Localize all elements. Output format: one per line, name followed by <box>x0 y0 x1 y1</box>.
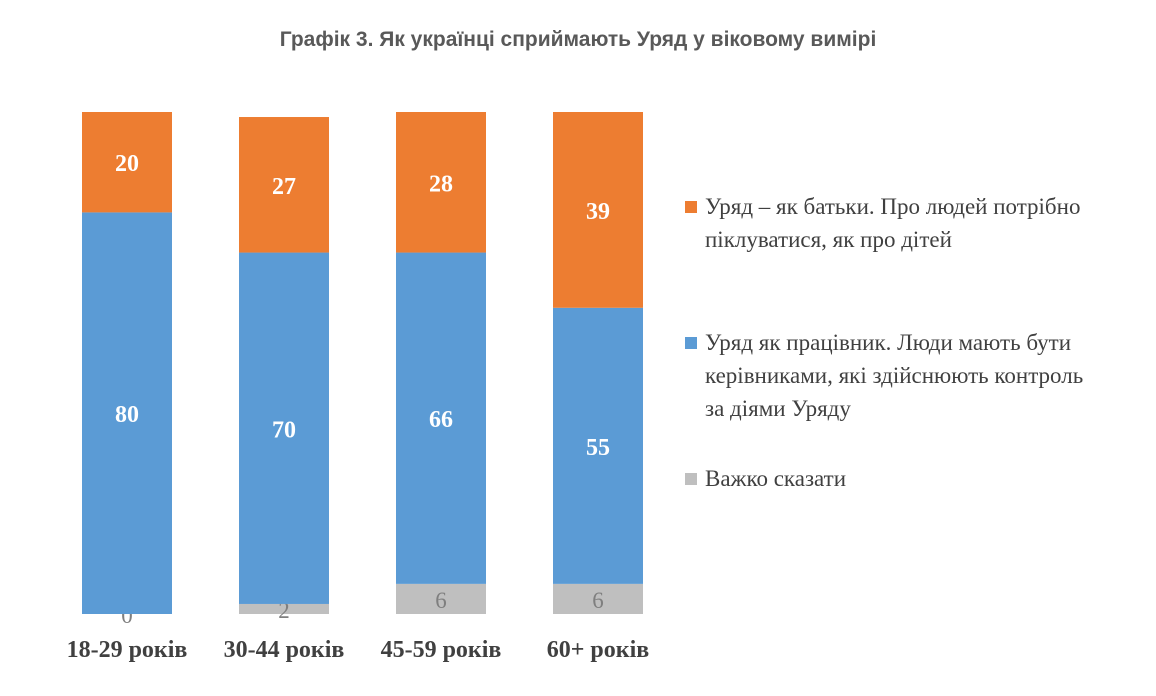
data-label-hard-to-say: 0 <box>121 603 133 628</box>
legend-label-worker: Уряд як працівник. Люди мають бути керів… <box>705 330 1084 421</box>
bar-segment-parents <box>553 112 643 308</box>
legend-swatch-parents <box>685 201 697 213</box>
data-label-hard-to-say: 2 <box>278 598 290 623</box>
data-label-parents: 27 <box>272 174 296 200</box>
data-label-hard-to-say: 6 <box>592 588 604 613</box>
data-label-parents: 39 <box>586 199 610 225</box>
bar-segment-worker <box>553 307 643 584</box>
chart-title: Графік 3. Як українці сприймають Уряд у … <box>279 28 877 51</box>
legend-label-parents: Уряд – як батьки. Про людей потрібно пік… <box>705 194 1081 252</box>
x-tick-label: 45-59 років <box>381 637 502 663</box>
data-label-worker: 55 <box>586 435 610 461</box>
data-label-parents: 28 <box>429 171 453 197</box>
legend-label-hard-to-say: Важко сказати <box>705 466 846 491</box>
legend-swatch-worker <box>685 337 697 349</box>
legend-swatch-hard-to-say <box>685 473 697 485</box>
bar-segment-worker <box>239 252 329 604</box>
bar-segment-worker <box>396 252 486 584</box>
legend-item-parents: Уряд – як батьки. Про людей потрібно пік… <box>685 190 1105 256</box>
legend-item-hard-to-say: Важко сказати <box>685 462 1105 495</box>
bar-segment-parents <box>396 112 486 253</box>
data-label-parents: 20 <box>115 151 139 177</box>
bar-segment-hard-to-say <box>553 583 643 614</box>
x-tick-label: 60+ років <box>547 637 650 663</box>
bar-segment-parents <box>239 117 329 253</box>
legend-item-worker: Уряд як працівник. Люди мають бути керів… <box>685 326 1105 425</box>
x-tick-label: 30-44 років <box>224 637 345 663</box>
bar-segment-hard-to-say <box>396 583 486 614</box>
data-label-worker: 70 <box>272 417 296 443</box>
bar-segment-hard-to-say <box>239 603 329 614</box>
bar-segment-worker <box>82 212 172 614</box>
data-label-hard-to-say: 6 <box>435 588 447 613</box>
x-tick-label: 18-29 років <box>67 637 188 663</box>
data-label-worker: 66 <box>429 407 453 433</box>
bar-segment-parents <box>82 112 172 213</box>
data-label-worker: 80 <box>115 402 139 428</box>
